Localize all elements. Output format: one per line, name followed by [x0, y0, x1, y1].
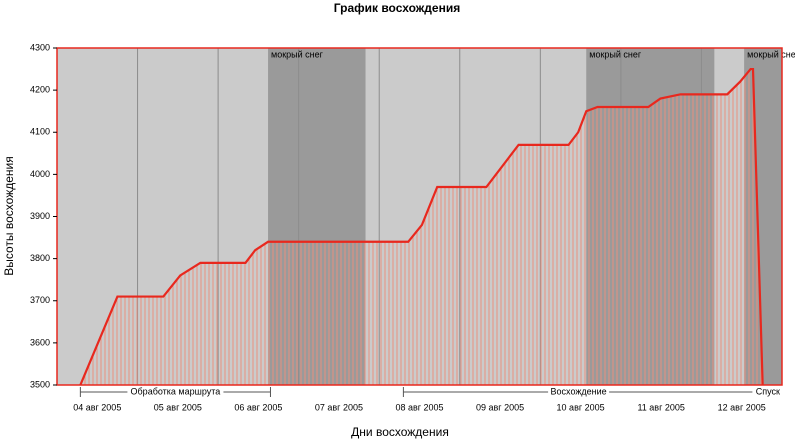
band-label: мокрый снег — [271, 49, 324, 59]
phase-label: Восхождение — [551, 386, 607, 396]
phase-label-bg — [127, 386, 224, 398]
band-label: мокрый снег — [747, 49, 795, 59]
x-tick-label: 08 авг 2005 — [395, 402, 443, 412]
x-tick-label: 09 авг 2005 — [476, 402, 524, 412]
y-axis-label: Высоты восхождения — [2, 156, 16, 275]
phase-label-bg — [548, 386, 610, 398]
x-tick-label: 11 авг 2005 — [637, 402, 684, 412]
phase-label: Обработка маршрута — [131, 386, 221, 396]
band-label: мокрый снег — [589, 49, 642, 59]
x-tick-label: 10 авг 2005 — [557, 402, 605, 412]
line — [79, 67, 764, 386]
y-tick-label: 3500 — [30, 379, 50, 389]
y-tick-label: 3900 — [30, 211, 50, 221]
y-tick-label: 3600 — [30, 337, 50, 347]
x-axis-label: Дни восхождения — [351, 425, 449, 439]
y-tick-label: 4000 — [30, 169, 50, 179]
y-tick-label: 4300 — [30, 42, 50, 52]
y-tick-label: 4200 — [30, 85, 50, 95]
chart-title: График восхождения — [334, 1, 460, 15]
x-tick-label: 12 авг 2005 — [718, 402, 766, 412]
x-tick-label: 04 авг 2005 — [73, 402, 121, 412]
y-tick-label: 4100 — [30, 127, 50, 137]
y-tick-label: 3700 — [30, 295, 50, 305]
y-tick-label: 3800 — [30, 253, 50, 263]
x-tick-label: 07 авг 2005 — [315, 402, 363, 412]
phase-label: Спуск — [756, 386, 780, 396]
x-tick-label: 05 авг 2005 — [154, 402, 202, 412]
phase-label-bg — [752, 386, 784, 398]
x-tick-label: 06 авг 2005 — [234, 402, 282, 412]
